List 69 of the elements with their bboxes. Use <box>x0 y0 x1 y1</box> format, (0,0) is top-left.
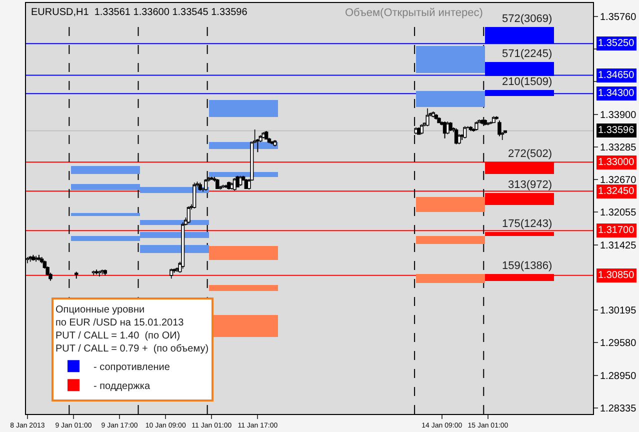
candlestick <box>94 269 98 275</box>
y-tick-label: 1.29580 <box>600 338 637 349</box>
ref-line-label: 1.33596 <box>598 125 635 136</box>
y-tick-label: 1.33900 <box>600 110 637 122</box>
chart-title: EURUSD,H1 1.33561 1.33600 1.33545 1.33596 <box>31 7 248 18</box>
annotation: 313(972) <box>508 179 552 191</box>
bar <box>416 197 485 212</box>
y-tick-label: 1.28335 <box>600 403 637 414</box>
candlestick <box>498 120 502 137</box>
candlestick <box>264 130 268 140</box>
candlestick <box>474 121 478 131</box>
candlestick <box>431 111 436 118</box>
candlestick <box>34 256 38 262</box>
bar <box>209 100 278 117</box>
legend-label: - сопротивление <box>94 362 170 374</box>
candlestick <box>98 270 102 277</box>
annotation: 159(1386) <box>502 260 552 272</box>
candlestick <box>434 114 438 120</box>
annotation: Объем(Открытый интерес) <box>345 7 483 19</box>
candlestick <box>192 182 196 209</box>
y-tick-label: 1.33285 <box>600 142 637 154</box>
y-tick-label: 1.28950 <box>600 371 637 382</box>
candlestick <box>74 271 78 280</box>
candlestick <box>486 122 490 126</box>
bar <box>71 213 140 216</box>
y-tick-label: 1.31425 <box>600 240 637 252</box>
candlestick <box>186 206 190 224</box>
bar <box>140 245 209 253</box>
annotation: 272(502) <box>508 148 552 160</box>
y-tick-label: 1.32670 <box>600 175 637 186</box>
candlestick <box>238 175 242 186</box>
candlestick <box>494 116 498 120</box>
bar <box>140 220 209 225</box>
annotation: 210(1509) <box>502 76 552 88</box>
y-tick-label: 1.30195 <box>600 305 637 316</box>
ref-line-label: 1.31700 <box>598 225 635 236</box>
ref-line-label: 1.35250 <box>598 38 635 49</box>
annotation: 572(3069) <box>502 13 552 25</box>
y-tick-label: 1.32055 <box>600 207 637 218</box>
annotation: 571(2245) <box>502 48 552 60</box>
candlestick <box>426 108 430 127</box>
candlestick <box>37 254 41 262</box>
y-tick-label: 1.35760 <box>600 12 637 24</box>
ref-line-label: 1.30850 <box>598 270 635 281</box>
ref-line-label: 1.34300 <box>598 88 635 99</box>
candlestick <box>103 269 108 276</box>
legend-label: - поддержка <box>94 381 150 392</box>
ref-line-label: 1.32450 <box>598 186 635 197</box>
legend-title: Опционные уровни по EUR /USD на 15.01.2013 PUT / CALL = 1.40 (по ОИ) PUT / CALL = 0.79 + (по объему) <box>56 304 209 355</box>
bar <box>416 91 485 107</box>
bar <box>71 166 140 174</box>
candlestick <box>463 126 467 139</box>
candlestick <box>181 222 185 269</box>
ref-line-label: 1.33000 <box>598 157 635 168</box>
candlestick <box>170 268 174 279</box>
ref-line-label: 1.34650 <box>598 70 635 81</box>
candlestick <box>420 124 424 135</box>
bar <box>416 46 485 73</box>
bar <box>416 236 485 244</box>
bar <box>416 274 485 283</box>
bar <box>209 246 278 260</box>
annotation: 175(1243) <box>502 218 552 230</box>
bar <box>209 285 278 291</box>
candlestick <box>273 140 277 147</box>
candlestick <box>448 122 452 132</box>
candlestick <box>216 178 220 189</box>
candlestick <box>437 116 441 124</box>
candlestick <box>204 178 208 191</box>
bar <box>209 172 278 177</box>
